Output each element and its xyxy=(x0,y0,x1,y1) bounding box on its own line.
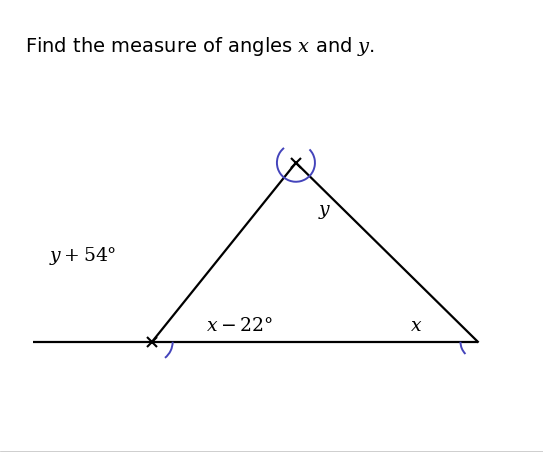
Text: $x - 22°$: $x - 22°$ xyxy=(206,316,273,335)
Text: $y$: $y$ xyxy=(318,202,331,221)
Text: $y + 54°$: $y + 54°$ xyxy=(49,245,116,267)
Text: $x$: $x$ xyxy=(410,316,422,335)
Text: Find the measure of angles $x$ and $y$.: Find the measure of angles $x$ and $y$. xyxy=(25,35,375,58)
